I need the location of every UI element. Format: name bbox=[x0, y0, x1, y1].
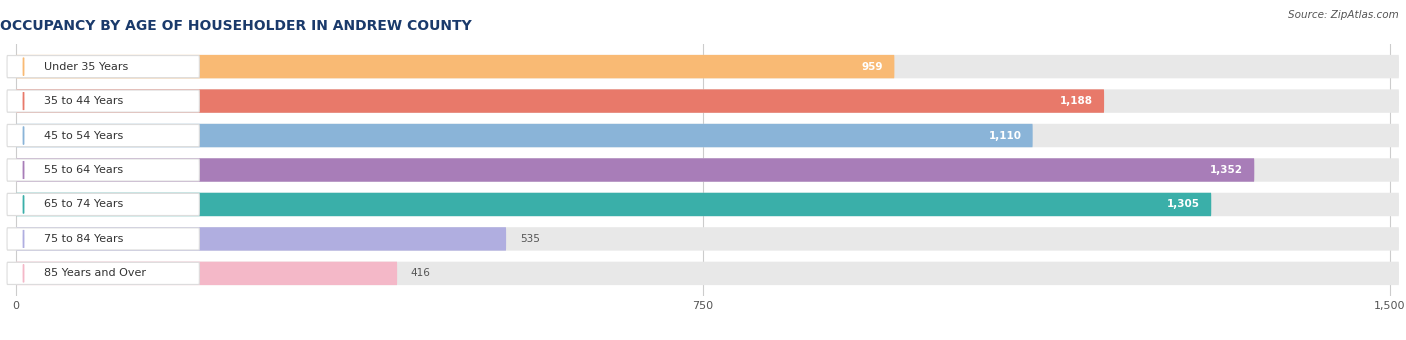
Text: 1,188: 1,188 bbox=[1060, 96, 1092, 106]
FancyBboxPatch shape bbox=[17, 89, 1104, 113]
FancyBboxPatch shape bbox=[7, 90, 200, 112]
Text: 1,352: 1,352 bbox=[1211, 165, 1243, 175]
FancyBboxPatch shape bbox=[17, 193, 1211, 216]
Text: 85 Years and Over: 85 Years and Over bbox=[44, 268, 146, 278]
FancyBboxPatch shape bbox=[7, 124, 1399, 147]
Text: 65 to 74 Years: 65 to 74 Years bbox=[44, 200, 122, 209]
Text: 535: 535 bbox=[520, 234, 540, 244]
Text: 55 to 64 Years: 55 to 64 Years bbox=[44, 165, 122, 175]
FancyBboxPatch shape bbox=[17, 124, 1032, 147]
FancyBboxPatch shape bbox=[7, 55, 1399, 78]
Text: Source: ZipAtlas.com: Source: ZipAtlas.com bbox=[1288, 10, 1399, 20]
FancyBboxPatch shape bbox=[17, 158, 1254, 182]
FancyBboxPatch shape bbox=[7, 193, 200, 216]
FancyBboxPatch shape bbox=[7, 159, 200, 181]
FancyBboxPatch shape bbox=[17, 262, 396, 285]
Text: 959: 959 bbox=[862, 62, 883, 72]
FancyBboxPatch shape bbox=[7, 55, 200, 78]
Text: 35 to 44 Years: 35 to 44 Years bbox=[44, 96, 122, 106]
Text: OCCUPANCY BY AGE OF HOUSEHOLDER IN ANDREW COUNTY: OCCUPANCY BY AGE OF HOUSEHOLDER IN ANDRE… bbox=[0, 19, 472, 33]
Text: 45 to 54 Years: 45 to 54 Years bbox=[44, 131, 122, 140]
FancyBboxPatch shape bbox=[7, 262, 1399, 285]
Text: 1,110: 1,110 bbox=[988, 131, 1022, 140]
FancyBboxPatch shape bbox=[17, 227, 506, 251]
FancyBboxPatch shape bbox=[7, 158, 1399, 182]
Text: 416: 416 bbox=[411, 268, 430, 278]
FancyBboxPatch shape bbox=[7, 227, 1399, 251]
Text: 1,305: 1,305 bbox=[1167, 200, 1201, 209]
Text: Under 35 Years: Under 35 Years bbox=[44, 62, 128, 72]
FancyBboxPatch shape bbox=[17, 55, 894, 78]
FancyBboxPatch shape bbox=[7, 89, 1399, 113]
Text: 75 to 84 Years: 75 to 84 Years bbox=[44, 234, 124, 244]
FancyBboxPatch shape bbox=[7, 262, 200, 285]
FancyBboxPatch shape bbox=[7, 228, 200, 250]
FancyBboxPatch shape bbox=[7, 193, 1399, 216]
FancyBboxPatch shape bbox=[7, 124, 200, 147]
